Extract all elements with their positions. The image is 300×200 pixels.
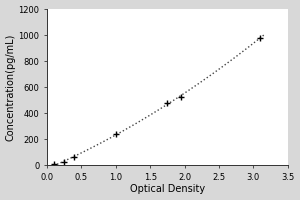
Y-axis label: Concentration(pg/mL): Concentration(pg/mL) xyxy=(6,33,16,141)
X-axis label: Optical Density: Optical Density xyxy=(130,184,205,194)
